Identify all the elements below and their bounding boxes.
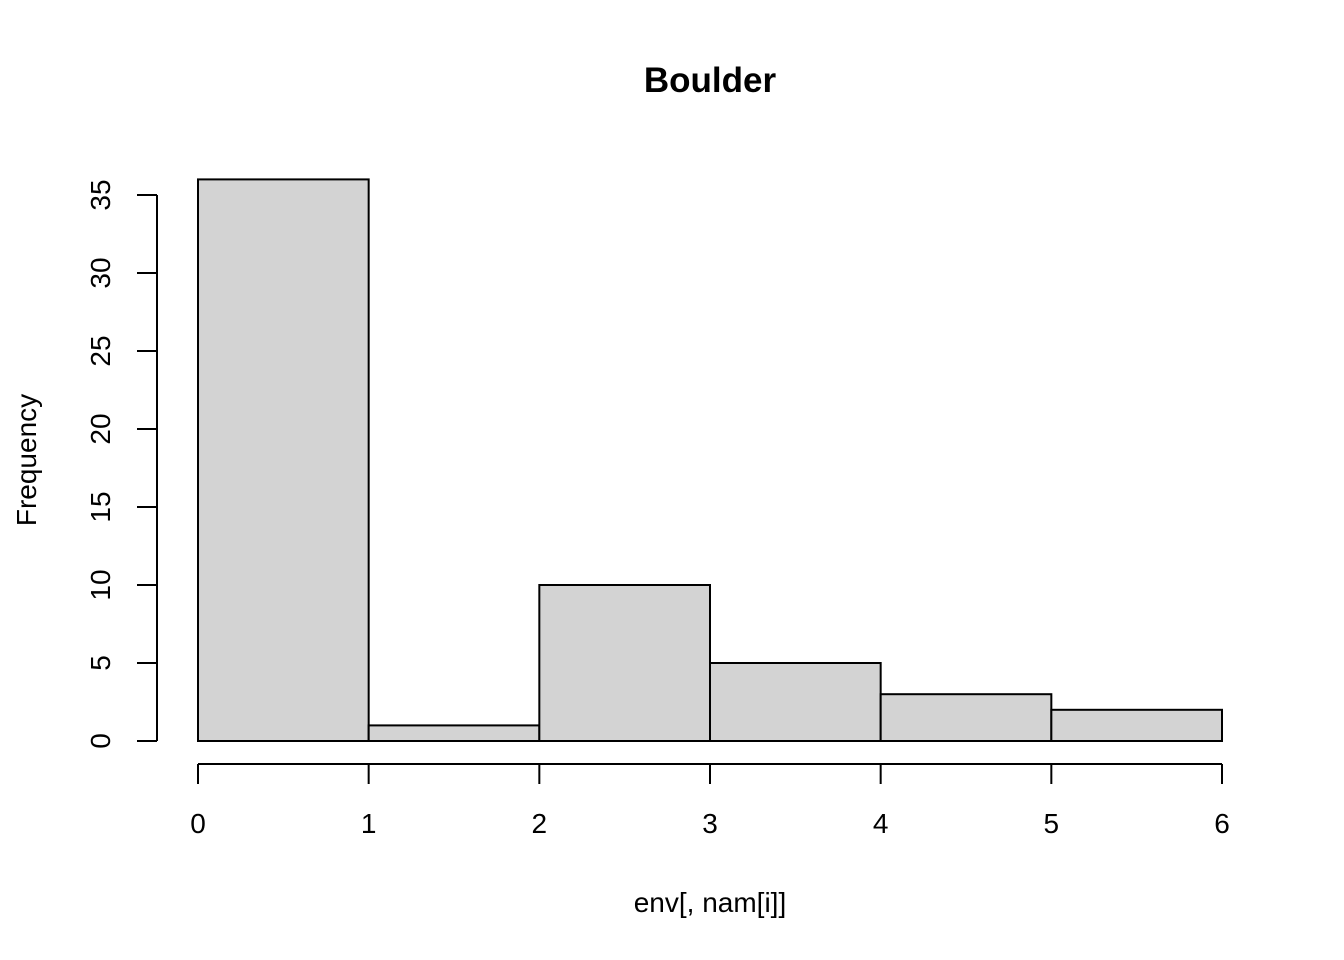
bars-group	[197, 178, 1224, 743]
chart-title: Boulder	[644, 61, 777, 100]
y-axis-label: Frequency	[11, 394, 42, 526]
x-axis-label: env[, nam[i]]	[634, 887, 787, 918]
y-tick-label-7: 35	[85, 179, 116, 210]
y-tick-label-3: 15	[85, 491, 116, 522]
x-tick-label-4: 4	[873, 808, 889, 839]
x-tick-label-0: 0	[190, 808, 206, 839]
y-tick-label-6: 30	[85, 257, 116, 288]
y-tick-label-5: 25	[85, 335, 116, 366]
y-tick-label-2: 10	[85, 569, 116, 600]
histogram-bar-5	[1050, 708, 1224, 742]
histogram-bar-4	[879, 693, 1053, 743]
histogram-bar-3	[709, 662, 882, 742]
y-axis: 0 5 10 15 20 25 30 35	[85, 179, 158, 749]
histogram-bar-2	[538, 584, 711, 742]
x-tick-label-2: 2	[532, 808, 548, 839]
histogram-bar-1	[367, 724, 541, 743]
x-tick-label-1: 1	[361, 808, 377, 839]
x-axis: 0 1 2 3 4 5 6	[190, 763, 1230, 839]
y-tick-label-1: 5	[85, 655, 116, 671]
x-tick-label-6: 6	[1214, 808, 1230, 839]
histogram-bar-0	[197, 178, 370, 742]
x-tick-label-3: 3	[702, 808, 718, 839]
y-tick-label-0: 0	[85, 733, 116, 749]
x-tick-label-5: 5	[1044, 808, 1060, 839]
y-tick-label-4: 20	[85, 413, 116, 444]
